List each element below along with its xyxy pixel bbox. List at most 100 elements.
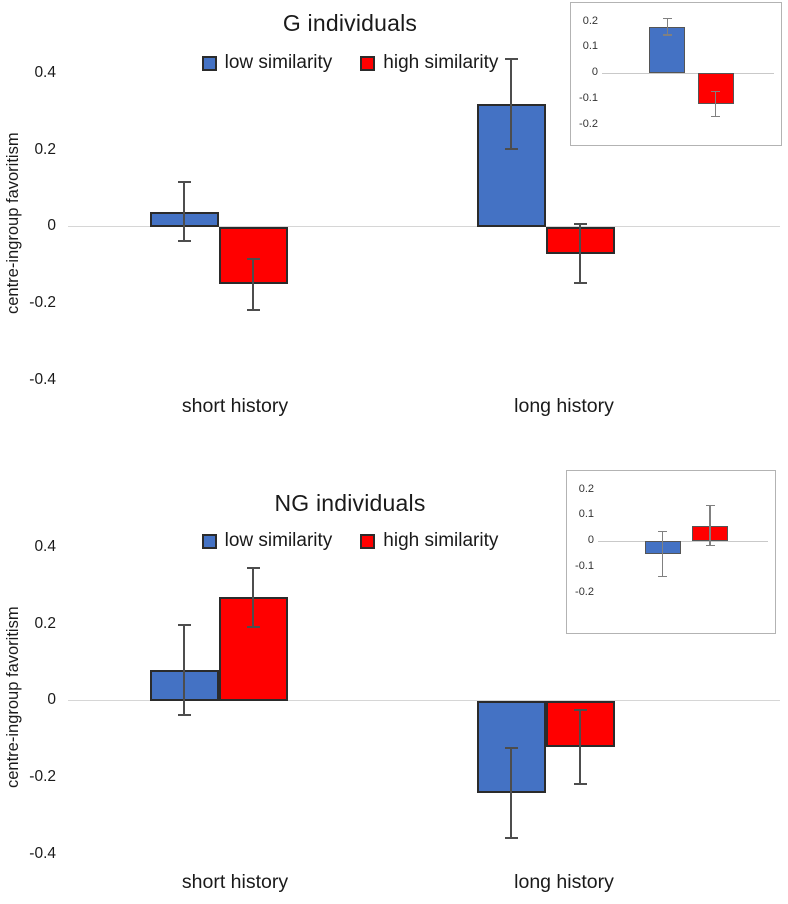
error-bar-cap-bottom xyxy=(711,115,720,117)
zero-gridline xyxy=(598,540,768,542)
y-tick-label: 0 xyxy=(591,66,598,79)
x-category-label-long-history: long history xyxy=(514,871,614,893)
error-bar-cap-top xyxy=(504,746,518,749)
error-bar-bar-high-similarity-short-history xyxy=(246,566,260,628)
y-tick-label: -0.2 xyxy=(29,768,56,785)
y-axis: 0.4 0.2 0 -0.2 -0.4 xyxy=(0,58,56,388)
legend-label-high-similarity: high similarity xyxy=(383,52,499,73)
error-bar-bar-high-similarity-long-history xyxy=(573,223,587,285)
chart-ng-individuals: NG individuals low similarity high simil… xyxy=(0,462,788,904)
inset-y-axis: 0.2 0.1 0 -0.1 -0.2 xyxy=(567,479,594,603)
error-bar-cap-top xyxy=(662,17,672,19)
error-bar-cap-bottom xyxy=(177,714,191,717)
y-tick-label: 0.4 xyxy=(34,537,56,555)
error-bar-cap-bottom xyxy=(573,282,587,285)
y-tick-label: 0.2 xyxy=(582,14,598,27)
legend-item-low-similarity: low similarity xyxy=(201,52,333,74)
y-tick-label: -0.4 xyxy=(29,844,56,862)
error-bar-inset-bar-high-similarity xyxy=(705,504,715,547)
legend-swatch-blue xyxy=(201,55,217,71)
error-bar-line xyxy=(714,91,717,117)
error-bar-cap-top xyxy=(246,257,260,260)
error-bar-line xyxy=(183,624,186,717)
error-bar-cap-top xyxy=(705,504,715,507)
y-tick-label: -0.2 xyxy=(579,117,598,130)
y-tick-label: -0.2 xyxy=(29,294,56,311)
inset-plot-area xyxy=(602,11,774,135)
y-tick-label: 0.1 xyxy=(582,40,598,53)
error-bar-cap-bottom xyxy=(246,625,260,628)
error-bar-cap-bottom xyxy=(504,148,518,151)
error-bar-cap-top xyxy=(573,223,587,225)
error-bar-line xyxy=(510,746,513,839)
error-bar-cap-top xyxy=(246,566,260,569)
error-bar-inset-bar-low-similarity xyxy=(662,17,672,36)
y-tick-label: -0.1 xyxy=(579,92,598,104)
chart-g-individuals: G individuals low similarity high simila… xyxy=(0,2,782,417)
error-bar-cap-bottom xyxy=(658,575,668,578)
legend-label-low-similarity: low similarity xyxy=(224,530,333,551)
error-bar-cap-top xyxy=(658,530,668,533)
x-category-label-long-history: long history xyxy=(514,395,614,417)
error-bar-cap-bottom xyxy=(705,544,715,547)
legend: low similarity high similarity xyxy=(0,52,700,74)
x-category-label-short-history: short history xyxy=(181,871,289,893)
y-tick-label: 0.2 xyxy=(578,482,594,495)
error-bar-cap-top xyxy=(177,180,191,183)
legend-swatch-red xyxy=(360,55,376,71)
plot-area xyxy=(68,58,780,388)
zero-gridline xyxy=(68,226,780,228)
y-tick-label: 0 xyxy=(47,691,56,709)
y-tick-label: 0.2 xyxy=(34,614,56,632)
error-bar-bar-high-similarity-short-history xyxy=(246,257,260,312)
legend-item-low-similarity: low similarity xyxy=(201,530,333,552)
inset-y-axis: 0.2 0.1 0 -0.1 -0.2 xyxy=(571,11,598,135)
y-tick-label: 0 xyxy=(587,534,594,547)
y-tick-label: -0.1 xyxy=(575,560,594,572)
error-bar-line xyxy=(709,504,711,547)
error-bar-bar-low-similarity-long-history xyxy=(504,58,518,151)
error-bar-line xyxy=(252,257,255,312)
error-bar-line xyxy=(510,58,513,151)
legend: low similarity high similarity xyxy=(0,530,700,552)
error-bar-bar-high-similarity-long-history xyxy=(573,708,587,786)
error-bar-line xyxy=(183,180,186,243)
chart-title: NG individuals xyxy=(274,490,426,516)
error-bar-line xyxy=(666,17,669,36)
y-tick-label: 0.2 xyxy=(34,140,56,158)
x-category-label-short-history: short history xyxy=(181,395,289,417)
legend-swatch-red xyxy=(360,533,376,549)
error-bar-line xyxy=(579,708,582,786)
error-bar-cap-top xyxy=(177,624,191,627)
error-bar-cap-top xyxy=(711,91,720,93)
error-bar-bar-low-similarity-short-history xyxy=(177,180,191,243)
y-axis: 0.4 0.2 0 -0.2 -0.4 xyxy=(0,532,56,862)
legend-label-low-similarity: low similarity xyxy=(224,52,333,73)
error-bar-bar-low-similarity-long-history xyxy=(504,746,518,839)
error-bar-inset-bar-low-similarity xyxy=(658,530,668,578)
y-tick-label: -0.4 xyxy=(29,370,56,388)
legend-item-high-similarity: high similarity xyxy=(360,530,498,552)
error-bar-line xyxy=(661,530,664,578)
y-tick-label: -0.2 xyxy=(575,585,594,598)
error-bar-cap-bottom xyxy=(246,309,260,312)
error-bar-line xyxy=(252,566,255,628)
zero-gridline xyxy=(68,700,780,702)
legend-swatch-blue xyxy=(201,533,217,549)
error-bar-bar-low-similarity-short-history xyxy=(177,624,191,717)
error-bar-cap-bottom xyxy=(662,34,672,36)
plot-area xyxy=(68,532,780,862)
legend-item-high-similarity: high similarity xyxy=(360,52,498,74)
inset-chart: 0.2 0.1 0 -0.1 -0.2 xyxy=(570,2,782,146)
error-bar-cap-bottom xyxy=(573,783,587,786)
error-bar-inset-bar-high-similarity xyxy=(711,91,720,117)
error-bar-cap-top xyxy=(504,58,518,60)
zero-gridline xyxy=(602,72,774,74)
y-tick-label: 0.4 xyxy=(34,63,56,81)
error-bar-cap-bottom xyxy=(504,836,518,839)
chart-title: G individuals xyxy=(282,10,418,36)
error-bar-cap-top xyxy=(573,708,587,711)
inset-plot-area xyxy=(598,479,768,603)
legend-label-high-similarity: high similarity xyxy=(383,530,499,551)
